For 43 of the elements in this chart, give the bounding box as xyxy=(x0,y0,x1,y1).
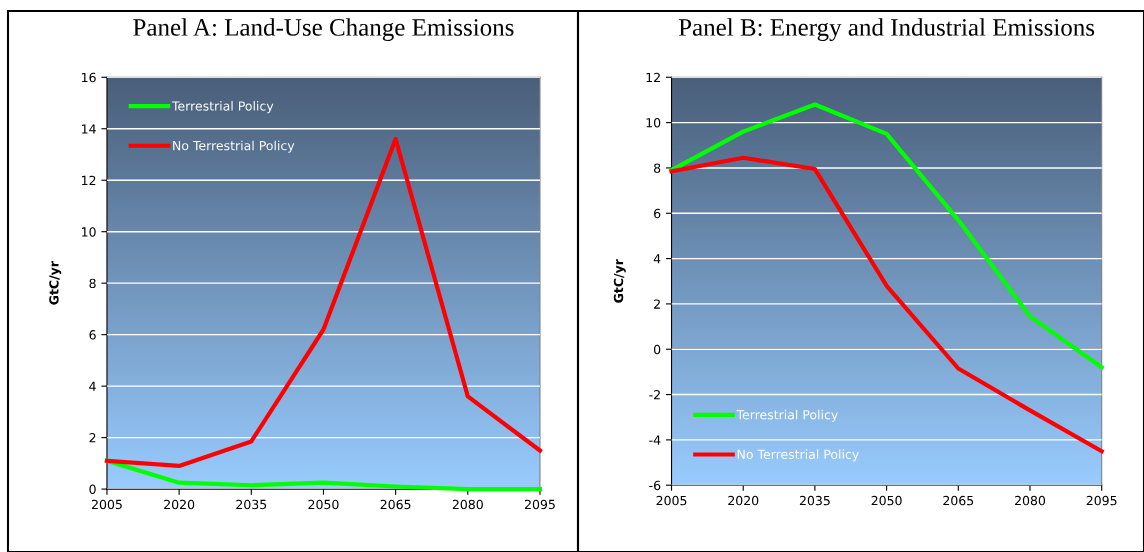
x-tick-label: 2065 xyxy=(380,499,411,510)
y-tick-label: 14 xyxy=(82,124,96,134)
y-tick-label: -6 xyxy=(649,480,661,491)
legend-label: Terrestrial Policy xyxy=(171,101,274,114)
x-tick-label: 2005 xyxy=(91,499,122,510)
y-tick-label: 8 xyxy=(89,278,96,289)
x-tick-label: 2050 xyxy=(308,499,339,510)
y-axis-title: GtC/yr xyxy=(613,259,626,303)
x-tick-label: 2080 xyxy=(452,499,483,510)
chart-title: Panel B: Energy and Industrial Emissions xyxy=(678,18,1095,42)
x-tick-label: 2035 xyxy=(236,499,267,510)
y-tick-label: 12 xyxy=(646,72,660,83)
y-tick-label: 0 xyxy=(89,484,96,494)
legend-label: No Terrestrial Policy xyxy=(737,449,859,462)
x-tick-label: 2020 xyxy=(164,499,195,510)
x-tick-label: 2065 xyxy=(943,495,974,506)
legend-label: No Terrestrial Policy xyxy=(173,140,295,153)
y-tick-label: 4 xyxy=(653,254,661,264)
x-tick-label: 2095 xyxy=(1086,495,1117,506)
y-tick-label: 10 xyxy=(646,118,661,128)
y-tick-label: 6 xyxy=(89,330,96,340)
x-tick-label: 2050 xyxy=(871,495,902,506)
y-tick-label: 6 xyxy=(654,208,661,219)
x-tick-label: 2080 xyxy=(1014,495,1046,506)
y-tick-label: 10 xyxy=(82,227,96,237)
x-tick-label: 2035 xyxy=(799,495,830,506)
chart-title: Panel A: Land-Use Change Emissions xyxy=(133,18,514,42)
x-tick-label: 2005 xyxy=(656,495,687,506)
y-tick-label: 16 xyxy=(82,72,96,83)
y-tick-label: -2 xyxy=(649,390,660,400)
line-series xyxy=(669,102,1104,370)
y-tick-label: 12 xyxy=(82,175,96,185)
y-tick-label: 2 xyxy=(654,299,660,309)
y-tick-label: 4 xyxy=(89,381,96,391)
x-tick-label: 2020 xyxy=(728,495,759,506)
y-tick-label: 8 xyxy=(654,163,661,173)
x-tick-label: 2095 xyxy=(524,499,555,510)
y-axis-title: GtC/yr xyxy=(49,261,62,305)
y-tick-label: 0 xyxy=(653,344,661,355)
line-series xyxy=(104,136,543,468)
legend-label: Terrestrial Policy xyxy=(736,409,838,422)
y-tick-label: 2 xyxy=(89,433,96,443)
y-tick-label: -4 xyxy=(649,435,661,445)
